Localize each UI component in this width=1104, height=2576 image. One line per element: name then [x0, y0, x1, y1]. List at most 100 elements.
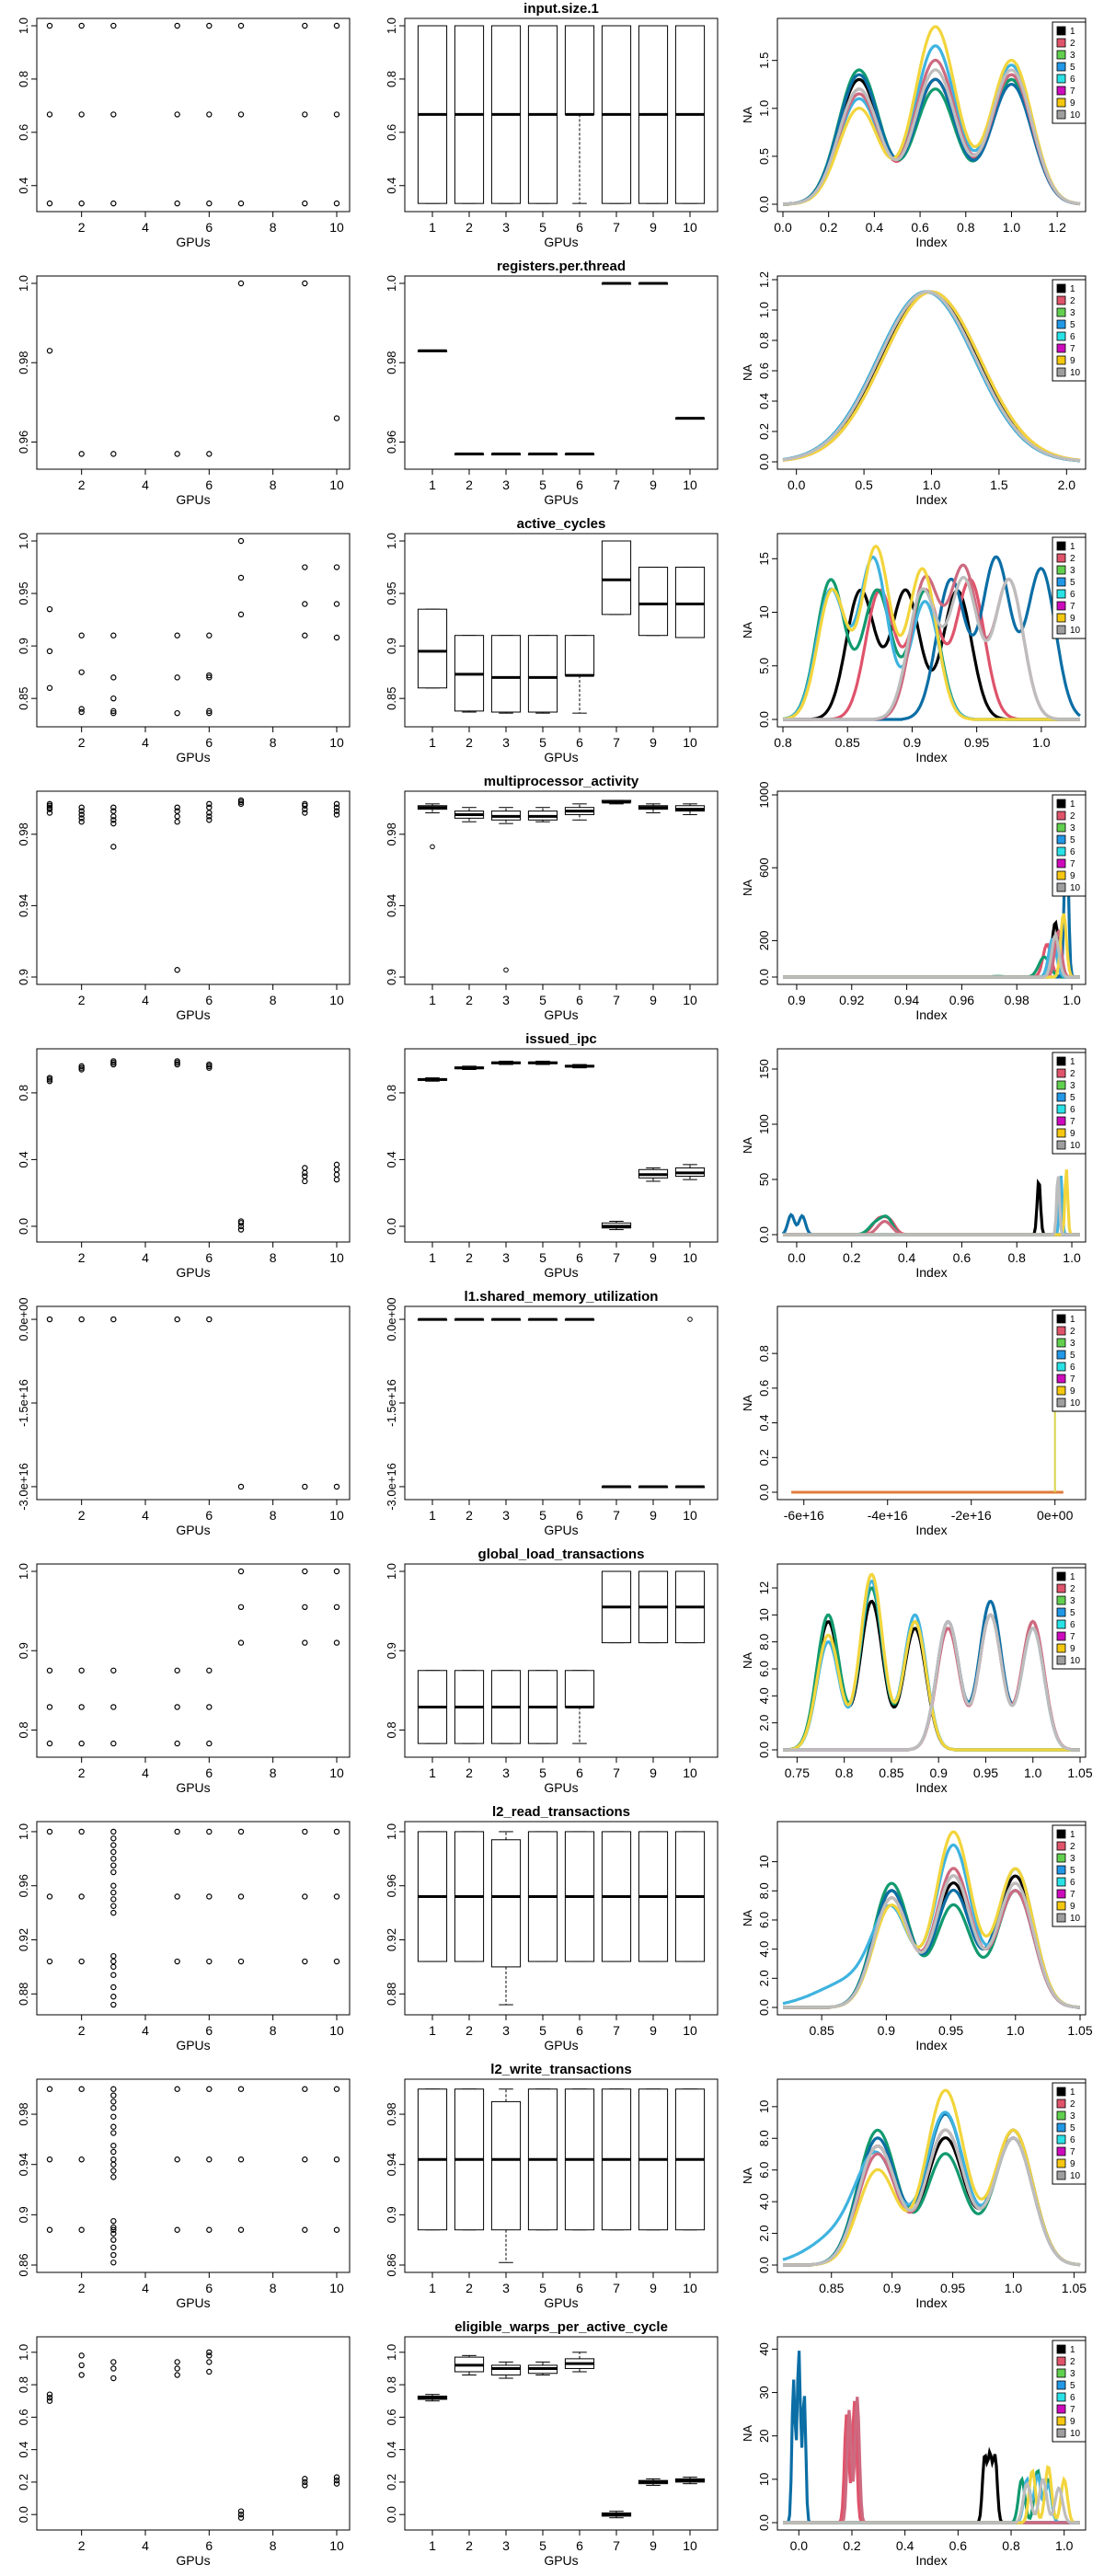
boxplot-frame: [404, 275, 719, 470]
x-tick-label: 3: [502, 735, 510, 750]
x-tick-label: 6: [576, 2538, 583, 2553]
scatter-point: [78, 1316, 85, 1323]
y-tick-label: 0.96: [17, 431, 30, 454]
x-tick-label: 0.9: [929, 1765, 948, 1780]
box-body: [638, 567, 669, 637]
legend: 1 2 3 5 6 7 9 10: [1052, 2340, 1087, 2443]
scatter-point: [237, 1893, 245, 1900]
y-tick-label: 0.4: [757, 393, 771, 409]
scatter-frame: [36, 533, 351, 728]
x-tick-label: 5: [539, 220, 546, 235]
y-tick-label: -3.0e+16: [385, 1463, 398, 1511]
scatter-point: [110, 1882, 117, 1889]
scatter-point: [110, 817, 117, 823]
y-tick-label: 0.0: [757, 1742, 771, 1758]
x-tick-label: 0.6: [949, 2538, 968, 2553]
scatter-panel: 0.9 0.94 0.98 2 4 6 8 10 GPUs: [17, 790, 351, 1022]
y-tick-label: 0.94: [385, 2153, 398, 2176]
legend-swatch: [1056, 1853, 1066, 1863]
legend-label: 3: [1070, 566, 1075, 576]
x-tick-label: 10: [683, 477, 697, 492]
scatter-point: [302, 1169, 308, 1177]
y-tick-label: 0.9: [17, 969, 30, 985]
y-tick-label: 200: [757, 931, 771, 951]
legend-label: 2: [1070, 39, 1075, 49]
y-tick-label: 0.92: [385, 1928, 398, 1951]
x-tick-label: 6: [205, 477, 213, 492]
boxplot-panel: 0.86 0.9 0.94 0.98 1 2 3 5 6 7 9 10 GPUs: [385, 2078, 719, 2310]
scatter-point: [206, 451, 213, 457]
density-curve: [783, 933, 1080, 979]
legend-swatch: [1056, 2344, 1066, 2354]
x-tick-label: 10: [683, 993, 697, 1007]
y-tick-label: 10: [757, 1608, 771, 1621]
boxplot-panel: 0.0 0.2 0.4 0.6 0.8 1.0 1 2 3 5 6 7 9 10 GPUs: [385, 2336, 719, 2568]
box-body: [490, 2364, 522, 2376]
legend-label: 7: [1070, 1117, 1075, 1127]
legend-swatch: [1056, 1140, 1066, 1150]
y-tick-label: 0.8: [17, 1085, 30, 1101]
scatter-frame: [36, 1048, 351, 1243]
density-curve: [783, 73, 1081, 206]
x-tick-label: 10: [329, 2023, 344, 2038]
y-tick-label: 0.4: [17, 1151, 30, 1167]
density-frame: [776, 533, 1087, 728]
y-tick-label: 0.9: [385, 1642, 398, 1659]
x-tick-label: 10: [329, 477, 344, 492]
scatter-point: [206, 1667, 213, 1673]
x-tick-label: 4: [142, 477, 149, 492]
legend-label: 10: [1070, 368, 1081, 378]
x-tick-label: 9: [650, 2281, 657, 2295]
scatter-point: [206, 2359, 213, 2365]
scatter-point: [174, 1828, 180, 1835]
x-tick-label: 0.85: [819, 2281, 844, 2295]
scatter-point: [302, 1893, 308, 1900]
x-tick-label: 1.0: [1024, 1765, 1042, 1780]
y-tick-label: 0.0: [757, 2514, 771, 2531]
legend-box: [1052, 21, 1087, 124]
scatter-point: [174, 813, 180, 820]
scatter-point: [206, 1061, 213, 1068]
legend-swatch: [1056, 2380, 1066, 2390]
legend-label: 5: [1070, 2381, 1075, 2391]
x-tick-label: 3: [502, 1765, 510, 1780]
legend-swatch: [1056, 26, 1066, 36]
x-tick-label: 2: [466, 1765, 473, 1780]
x-tick-label: 1.2: [1048, 220, 1066, 235]
scatter-point: [110, 674, 117, 681]
scatter-point: [237, 200, 245, 207]
scatter-point: [46, 2226, 53, 2233]
scatter-point: [333, 200, 340, 207]
y-tick-label: 0.98: [17, 822, 30, 845]
scatter-point: [110, 1963, 117, 1971]
scatter-point: [206, 200, 213, 207]
legend-label: 10: [1070, 110, 1081, 121]
y-tick-label: 0.8: [757, 332, 771, 349]
legend-swatch: [1056, 1116, 1066, 1126]
y-tick-label: 1.0: [17, 17, 30, 34]
scatter-point: [333, 2086, 340, 2092]
scatter-point: [78, 808, 85, 814]
metric-row: input.size.1 0.4 0.6 0.8 1.0 2 4 6 8 10 GPUs 0.4 0.6…: [17, 1, 1087, 249]
x-tick-label: 3: [502, 220, 510, 235]
scatter-frame: [36, 1305, 351, 1501]
scatter-point: [206, 1958, 213, 1965]
x-axis-label: GPUs: [544, 492, 578, 507]
legend-swatch: [1056, 846, 1066, 857]
y-tick-label: 0.96: [385, 431, 398, 454]
x-axis-label: Index: [915, 492, 947, 507]
x-tick-label: 1: [429, 993, 436, 1007]
scatter-panel: 0.0 0.2 0.4 0.6 0.8 1.0 2 4 6 8 10 GPUs: [17, 2336, 351, 2568]
x-tick-label: 1.0: [1032, 735, 1051, 750]
density-frame: [776, 1305, 1087, 1501]
scatter-point: [302, 200, 308, 207]
x-axis-label: Index: [915, 2553, 947, 2568]
x-tick-label: 8: [270, 2281, 277, 2295]
scatter-point: [46, 804, 53, 811]
x-tick-label: 8: [270, 477, 277, 492]
y-tick-label: 0.9: [385, 969, 398, 985]
scatter-point: [78, 451, 85, 457]
legend-swatch: [1056, 1374, 1066, 1384]
scatter-point: [110, 1704, 117, 1710]
legend-swatch: [1056, 1877, 1066, 1887]
